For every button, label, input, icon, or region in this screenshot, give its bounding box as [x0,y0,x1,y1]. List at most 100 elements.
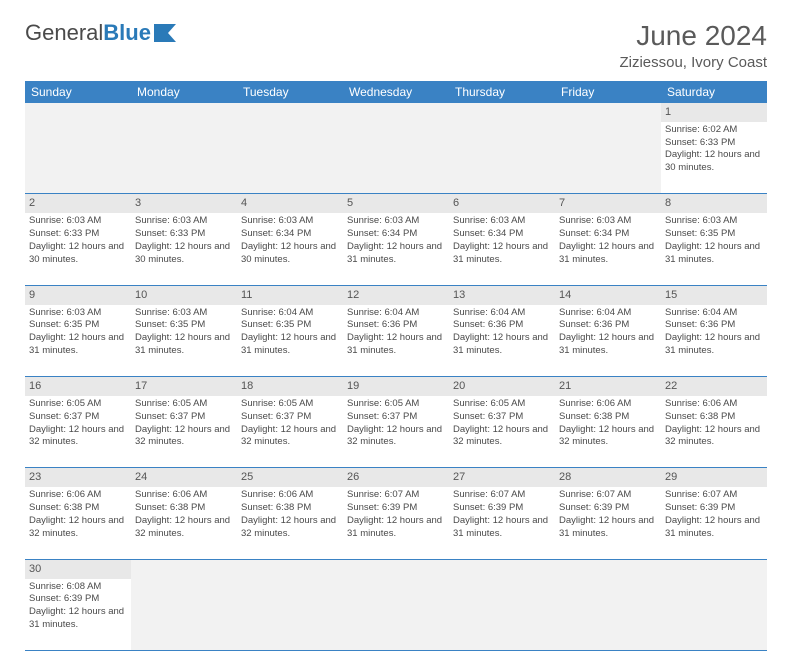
calendar-day-cell: Sunrise: 6:03 AMSunset: 6:33 PMDaylight:… [25,213,131,285]
day-details: Sunrise: 6:03 AMSunset: 6:34 PMDaylight:… [347,215,445,266]
calendar-day-cell: Sunrise: 6:05 AMSunset: 6:37 PMDaylight:… [343,396,449,468]
day-number-cell: 22 [661,377,767,396]
calendar-day-cell [449,122,555,194]
day-details: Sunrise: 6:03 AMSunset: 6:34 PMDaylight:… [559,215,657,266]
weekday-header: Friday [555,81,661,103]
day-number-cell: 19 [343,377,449,396]
calendar-day-cell: Sunrise: 6:07 AMSunset: 6:39 PMDaylight:… [343,487,449,559]
location: Ziziessou, Ivory Coast [619,54,767,71]
calendar-day-cell [237,122,343,194]
day-number-cell: 30 [25,559,131,578]
day-number-cell [343,103,449,122]
calendar-day-cell: Sunrise: 6:07 AMSunset: 6:39 PMDaylight:… [449,487,555,559]
day-details: Sunrise: 6:07 AMSunset: 6:39 PMDaylight:… [453,489,551,540]
calendar-day-cell: Sunrise: 6:03 AMSunset: 6:35 PMDaylight:… [25,305,131,377]
day-number-cell: 27 [449,468,555,487]
calendar-table: SundayMondayTuesdayWednesdayThursdayFrid… [25,81,767,651]
calendar-day-cell [131,122,237,194]
calendar-day-cell: Sunrise: 6:04 AMSunset: 6:36 PMDaylight:… [555,305,661,377]
day-details: Sunrise: 6:06 AMSunset: 6:38 PMDaylight:… [665,398,763,449]
day-details: Sunrise: 6:07 AMSunset: 6:39 PMDaylight:… [347,489,445,540]
day-number-cell: 11 [237,285,343,304]
day-details: Sunrise: 6:03 AMSunset: 6:35 PMDaylight:… [665,215,763,266]
day-number-cell: 7 [555,194,661,213]
day-number-cell: 9 [25,285,131,304]
day-details: Sunrise: 6:04 AMSunset: 6:36 PMDaylight:… [453,307,551,358]
calendar-day-cell: Sunrise: 6:03 AMSunset: 6:34 PMDaylight:… [449,213,555,285]
calendar-week-row: Sunrise: 6:06 AMSunset: 6:38 PMDaylight:… [25,487,767,559]
day-details: Sunrise: 6:05 AMSunset: 6:37 PMDaylight:… [453,398,551,449]
calendar-day-cell: Sunrise: 6:03 AMSunset: 6:35 PMDaylight:… [131,305,237,377]
calendar-day-cell: Sunrise: 6:03 AMSunset: 6:34 PMDaylight:… [343,213,449,285]
flag-icon [154,24,180,42]
day-details: Sunrise: 6:03 AMSunset: 6:34 PMDaylight:… [453,215,551,266]
day-details: Sunrise: 6:05 AMSunset: 6:37 PMDaylight:… [347,398,445,449]
day-number-cell: 25 [237,468,343,487]
logo: GeneralBlue [25,20,180,46]
day-details: Sunrise: 6:05 AMSunset: 6:37 PMDaylight:… [29,398,127,449]
day-number-cell [25,103,131,122]
day-details: Sunrise: 6:06 AMSunset: 6:38 PMDaylight:… [135,489,233,540]
calendar-day-cell [343,122,449,194]
calendar-day-cell: Sunrise: 6:03 AMSunset: 6:34 PMDaylight:… [555,213,661,285]
day-number-cell: 12 [343,285,449,304]
header: GeneralBlue June 2024 Ziziessou, Ivory C… [25,20,767,71]
weekday-header-row: SundayMondayTuesdayWednesdayThursdayFrid… [25,81,767,103]
day-number-cell: 10 [131,285,237,304]
calendar-day-cell: Sunrise: 6:07 AMSunset: 6:39 PMDaylight:… [555,487,661,559]
day-number-cell: 24 [131,468,237,487]
day-number-cell: 8 [661,194,767,213]
calendar-week-row: Sunrise: 6:03 AMSunset: 6:35 PMDaylight:… [25,305,767,377]
day-number-row: 16171819202122 [25,377,767,396]
calendar-day-cell: Sunrise: 6:06 AMSunset: 6:38 PMDaylight:… [25,487,131,559]
day-number-cell [555,103,661,122]
day-number-cell: 18 [237,377,343,396]
day-number-cell [237,103,343,122]
calendar-day-cell: Sunrise: 6:06 AMSunset: 6:38 PMDaylight:… [237,487,343,559]
calendar-day-cell [449,579,555,651]
day-number-cell [131,103,237,122]
day-number-cell: 15 [661,285,767,304]
day-number-cell: 20 [449,377,555,396]
day-details: Sunrise: 6:04 AMSunset: 6:36 PMDaylight:… [665,307,763,358]
day-number-cell: 26 [343,468,449,487]
calendar-day-cell: Sunrise: 6:03 AMSunset: 6:35 PMDaylight:… [661,213,767,285]
calendar-day-cell [661,579,767,651]
day-details: Sunrise: 6:08 AMSunset: 6:39 PMDaylight:… [29,581,127,632]
day-details: Sunrise: 6:03 AMSunset: 6:35 PMDaylight:… [135,307,233,358]
day-number-row: 30 [25,559,767,578]
calendar-day-cell: Sunrise: 6:03 AMSunset: 6:33 PMDaylight:… [131,213,237,285]
day-number-cell [555,559,661,578]
day-number-cell: 3 [131,194,237,213]
calendar-week-row: Sunrise: 6:05 AMSunset: 6:37 PMDaylight:… [25,396,767,468]
month-title: June 2024 [619,20,767,52]
calendar-day-cell: Sunrise: 6:04 AMSunset: 6:36 PMDaylight:… [661,305,767,377]
weekday-header: Thursday [449,81,555,103]
logo-text-2: Blue [103,20,151,46]
day-details: Sunrise: 6:04 AMSunset: 6:36 PMDaylight:… [559,307,657,358]
day-number-cell: 17 [131,377,237,396]
weekday-header: Monday [131,81,237,103]
day-details: Sunrise: 6:03 AMSunset: 6:34 PMDaylight:… [241,215,339,266]
day-details: Sunrise: 6:05 AMSunset: 6:37 PMDaylight:… [241,398,339,449]
day-number-row: 23242526272829 [25,468,767,487]
day-number-cell [449,103,555,122]
day-number-cell [343,559,449,578]
calendar-day-cell: Sunrise: 6:08 AMSunset: 6:39 PMDaylight:… [25,579,131,651]
calendar-day-cell: Sunrise: 6:03 AMSunset: 6:34 PMDaylight:… [237,213,343,285]
day-details: Sunrise: 6:04 AMSunset: 6:36 PMDaylight:… [347,307,445,358]
day-details: Sunrise: 6:02 AMSunset: 6:33 PMDaylight:… [665,124,763,175]
calendar-day-cell: Sunrise: 6:06 AMSunset: 6:38 PMDaylight:… [131,487,237,559]
logo-text-1: General [25,20,103,46]
day-number-cell: 5 [343,194,449,213]
calendar-day-cell: Sunrise: 6:05 AMSunset: 6:37 PMDaylight:… [449,396,555,468]
day-number-cell: 2 [25,194,131,213]
title-block: June 2024 Ziziessou, Ivory Coast [619,20,767,71]
calendar-day-cell: Sunrise: 6:07 AMSunset: 6:39 PMDaylight:… [661,487,767,559]
calendar-day-cell [25,122,131,194]
calendar-day-cell [555,122,661,194]
day-details: Sunrise: 6:04 AMSunset: 6:35 PMDaylight:… [241,307,339,358]
day-number-cell: 29 [661,468,767,487]
calendar-day-cell [131,579,237,651]
calendar-day-cell: Sunrise: 6:04 AMSunset: 6:35 PMDaylight:… [237,305,343,377]
